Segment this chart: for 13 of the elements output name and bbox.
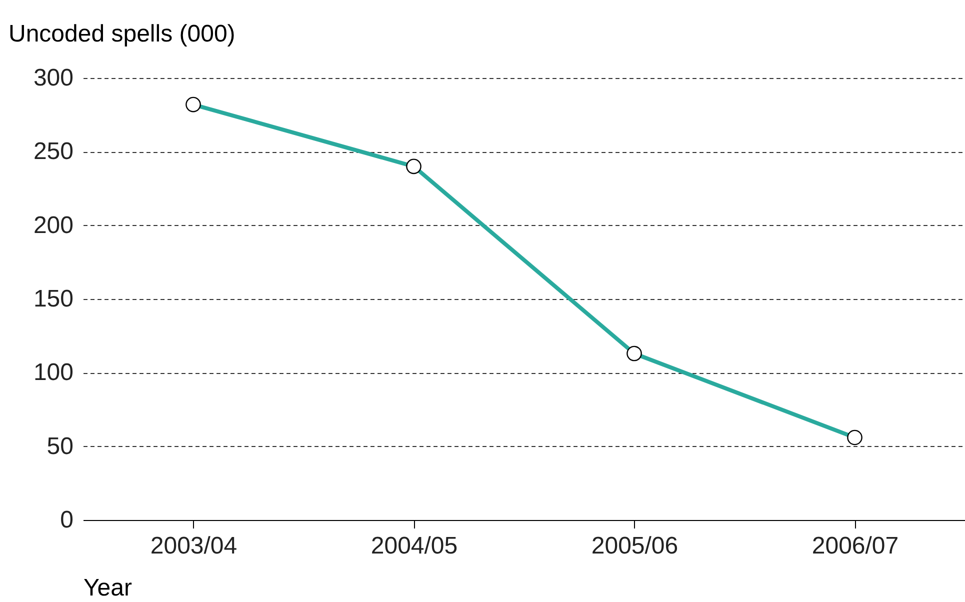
x-tick-label: 2006/07 — [812, 532, 899, 560]
y-tick-label: 0 — [60, 506, 74, 534]
y-tick-label: 50 — [46, 432, 74, 460]
y-tick-label: 300 — [33, 64, 74, 92]
x-tick-label: 2004/05 — [370, 532, 458, 560]
x-tick-label: 2003/04 — [150, 532, 238, 560]
y-tick-label: 200 — [33, 212, 74, 239]
y-axis-title: Uncoded spells (000) — [8, 20, 236, 48]
y-tick-label: 100 — [33, 359, 74, 386]
y-tick-label: 250 — [33, 138, 74, 166]
y-tick-label: 150 — [33, 286, 74, 312]
x-tick-label: 2005/06 — [591, 532, 678, 560]
x-axis-title: Year — [84, 574, 132, 602]
